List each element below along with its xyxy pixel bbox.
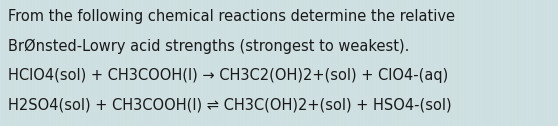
Text: BrØnsted-Lowry acid strengths (strongest to weakest).: BrØnsted-Lowry acid strengths (strongest…: [8, 38, 410, 54]
Text: From the following chemical reactions determine the relative: From the following chemical reactions de…: [8, 9, 455, 24]
Text: H2SO4(sol) + CH3COOH(l) ⇌ CH3C(OH)2+(sol) + HSO4-(sol): H2SO4(sol) + CH3COOH(l) ⇌ CH3C(OH)2+(sol…: [8, 98, 452, 113]
Text: HClO4(sol) + CH3COOH(l) → CH3C2(OH)2+(sol) + ClO4-(aq): HClO4(sol) + CH3COOH(l) → CH3C2(OH)2+(so…: [8, 68, 449, 83]
